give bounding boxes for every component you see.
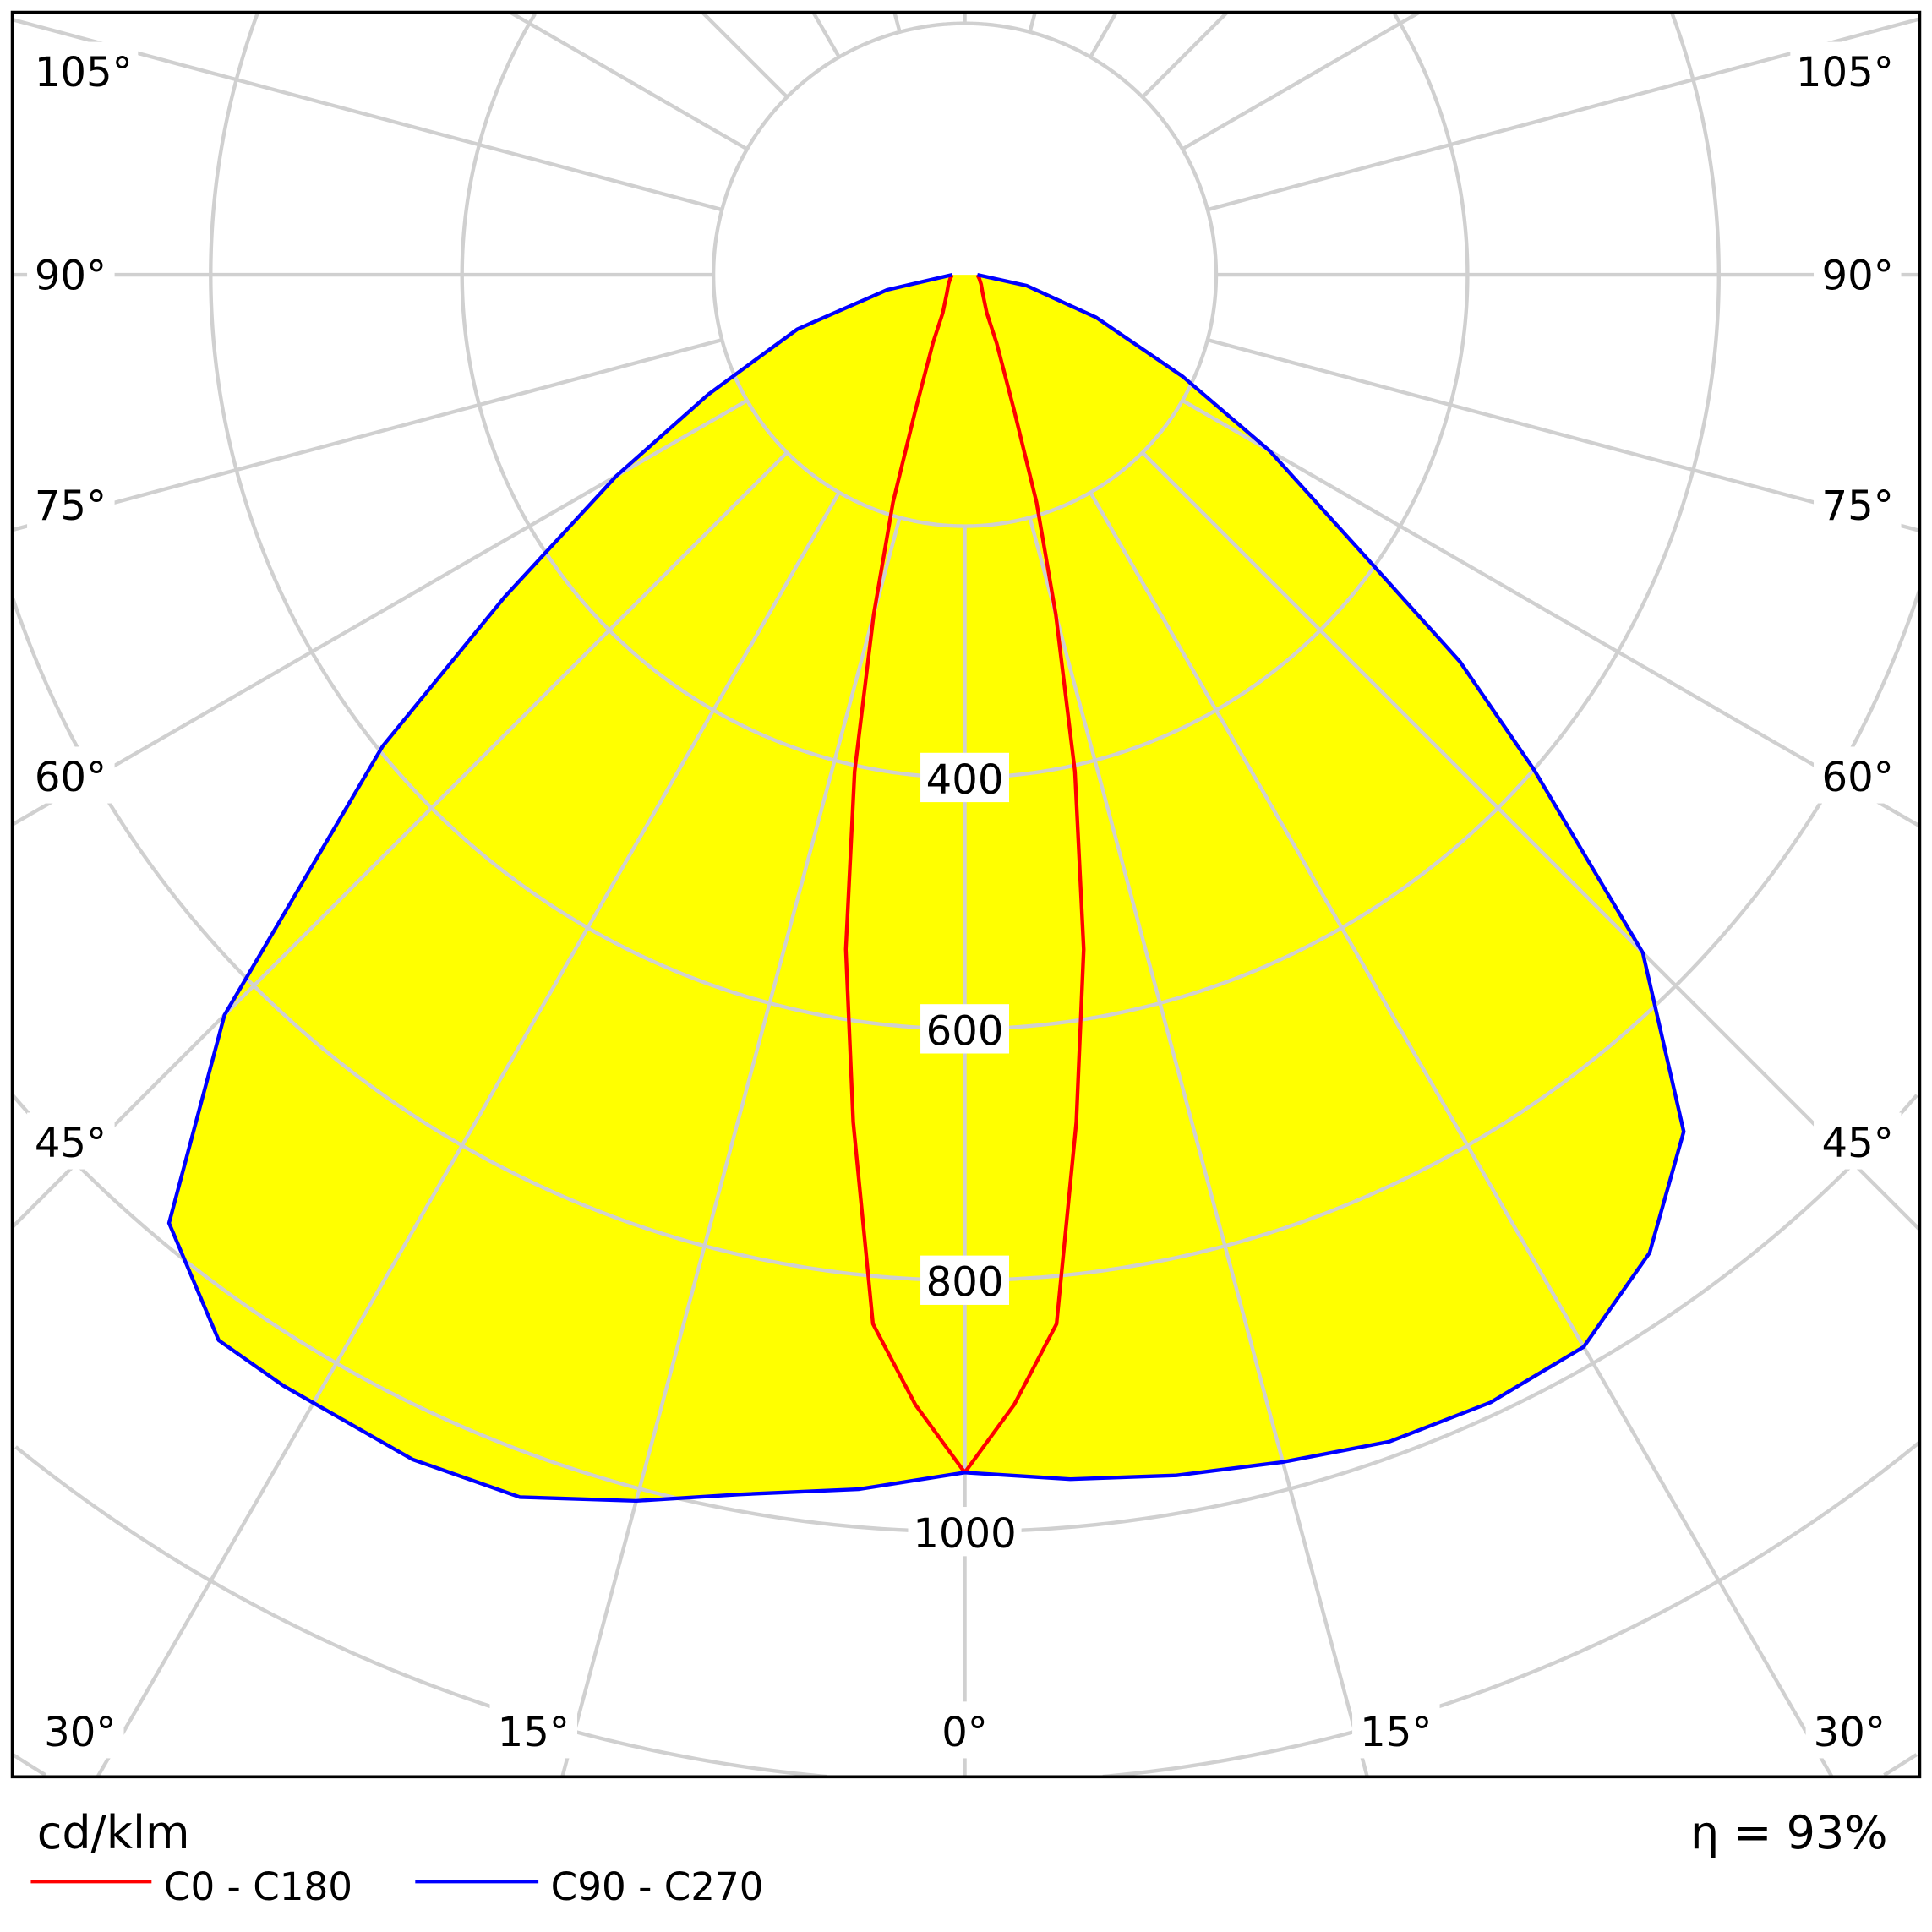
angle-label-bg xyxy=(489,1701,578,1759)
grid-circle-1400 xyxy=(12,1753,46,1777)
grid-circle-400 xyxy=(964,13,1470,780)
angle-label: 90° xyxy=(1822,253,1894,300)
grid-spoke-150 xyxy=(1089,12,1118,58)
grid-spoke-345 xyxy=(560,516,902,1777)
angle-label: 0° xyxy=(941,1709,988,1756)
angle-label-bg xyxy=(27,41,139,99)
angle-label: 105° xyxy=(1796,49,1894,96)
grid-spoke-225 xyxy=(701,12,789,99)
grid-circle-1400 xyxy=(1883,1753,1918,1777)
grid-spoke-315 xyxy=(12,450,789,1229)
angle-label: 30° xyxy=(1814,1709,1886,1756)
angle-label: 60° xyxy=(35,754,106,801)
unit-label: cd/klm xyxy=(37,1806,190,1859)
grid-circle-600 xyxy=(964,13,1721,1031)
angle-label-bg xyxy=(1814,1112,1902,1170)
grid-spoke-210 xyxy=(811,12,841,58)
angle-label-bg xyxy=(1790,41,1902,99)
grid-spoke-60 xyxy=(1182,398,1920,828)
angle-label: 45° xyxy=(35,1120,106,1167)
grid-circle-1200 xyxy=(14,1445,827,1777)
angle-label-bg xyxy=(27,1112,115,1170)
tick-label-bg xyxy=(920,1004,1010,1054)
radial-tick-label: 1000 xyxy=(913,1510,1016,1558)
grid-spoke-120 xyxy=(1182,12,1421,151)
c90-c270-fill xyxy=(169,275,1684,1501)
angle-label-bg xyxy=(1814,475,1902,532)
angle-label-bg xyxy=(932,1701,997,1759)
radial-tick-label: 600 xyxy=(926,1007,1004,1055)
legend-label-c90-c270: C90 - C270 xyxy=(551,1864,764,1909)
grid-layer xyxy=(12,12,1920,1777)
legend-label-c0-c180: C0 - C180 xyxy=(164,1864,352,1909)
efficiency-label: η = 93% xyxy=(1690,1806,1888,1859)
grid-circle-400 xyxy=(460,13,965,780)
angle-label: 60° xyxy=(1822,754,1894,801)
grid-circle-600 xyxy=(209,13,965,1031)
radial-tick-label: 800 xyxy=(926,1259,1004,1307)
tick-label-bg xyxy=(908,1507,1022,1557)
grid-spoke-45 xyxy=(1141,450,1920,1231)
angle-label-bg xyxy=(36,1701,124,1759)
grid-spoke-15 xyxy=(1028,516,1369,1777)
angle-label: 75° xyxy=(1822,483,1894,530)
curve-layer xyxy=(166,272,1686,1504)
angle-label: 75° xyxy=(35,483,106,530)
angle-label-bg xyxy=(27,245,115,303)
grid-spoke-195 xyxy=(892,12,902,33)
grid-circle-1000 xyxy=(964,1094,1918,1534)
angle-label: 90° xyxy=(35,253,106,300)
angle-label-bg xyxy=(1814,746,1902,804)
angle-label: 30° xyxy=(44,1709,116,1756)
grid-circle-1000 xyxy=(12,1094,965,1534)
angle-label-bg xyxy=(27,746,115,804)
grid-spoke-330 xyxy=(96,491,841,1777)
tick-label-bg xyxy=(920,752,1010,803)
angle-label-bg xyxy=(27,475,115,532)
grid-spoke-165 xyxy=(1028,12,1037,33)
grid-spoke-75 xyxy=(1207,337,1920,532)
grid-spoke-300 xyxy=(12,398,749,827)
angle-label: 45° xyxy=(1822,1120,1894,1167)
label-layer: 400 600 800 1000 105° 90° 75° 60° 45° 30° 15° 105° 9… xyxy=(27,41,1902,1759)
angle-label-bg xyxy=(1814,245,1902,303)
angle-label: 15° xyxy=(498,1709,570,1756)
angle-label-bg xyxy=(1805,1701,1894,1759)
angle-label-bg xyxy=(1352,1701,1440,1759)
grid-spoke-135 xyxy=(1141,12,1229,99)
tick-label-bg xyxy=(920,1255,1010,1305)
grid-spoke-240 xyxy=(509,12,749,151)
grid-spoke-285 xyxy=(12,337,723,532)
angle-label: 105° xyxy=(35,49,133,96)
fill-layer xyxy=(169,275,1684,1501)
grid-circle-1200 xyxy=(1102,1441,1920,1777)
grid-spoke-30 xyxy=(1089,491,1834,1777)
angle-label: 15° xyxy=(1360,1709,1432,1756)
series-line-c90-c270 xyxy=(166,272,1686,1504)
radial-tick-label: 400 xyxy=(926,756,1004,804)
plot-frame xyxy=(10,10,1922,1779)
